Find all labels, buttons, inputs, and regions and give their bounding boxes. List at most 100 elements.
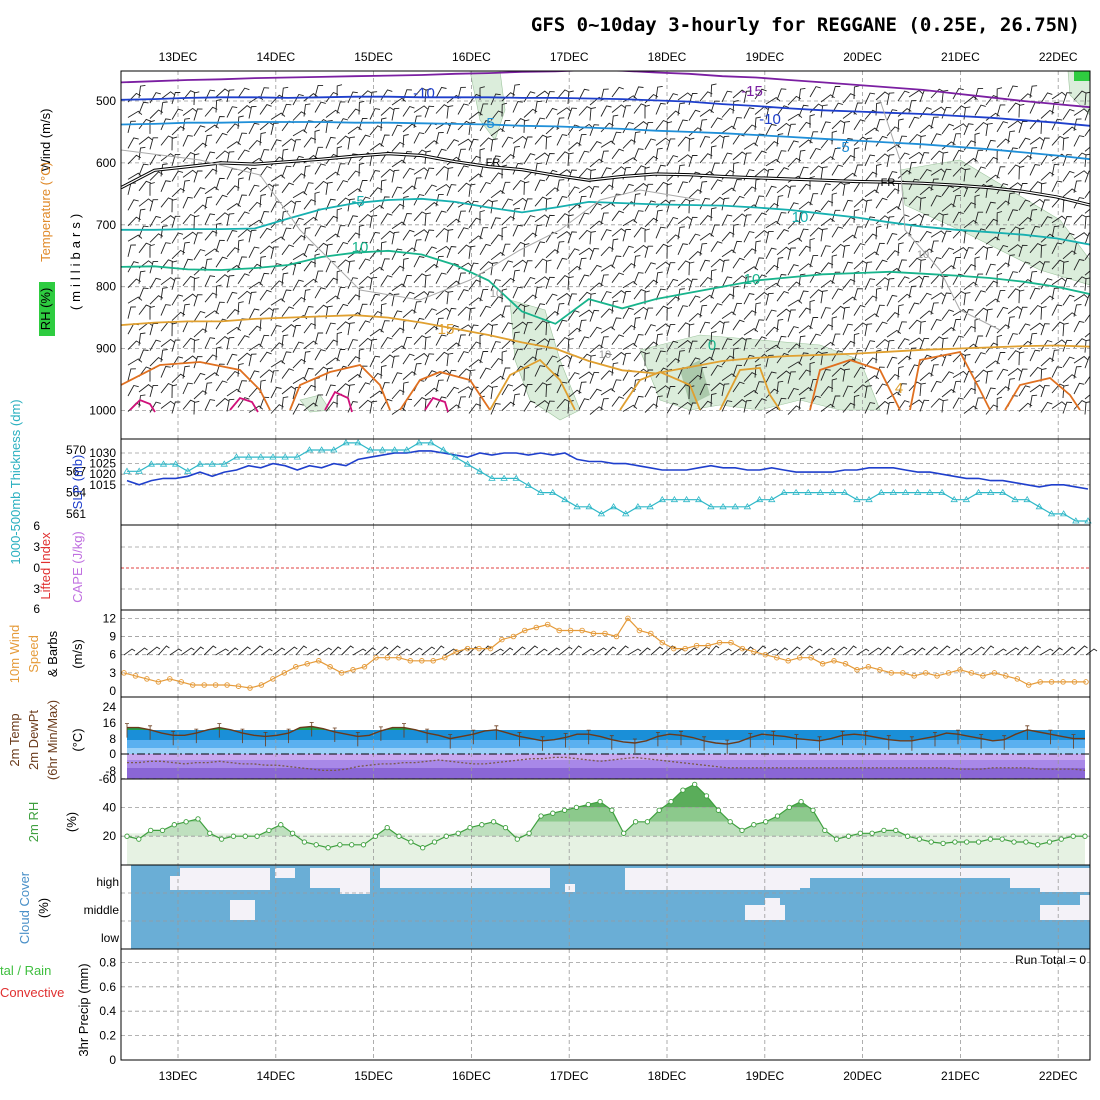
wind-barb (281, 385, 296, 395)
wind-barb (424, 387, 439, 397)
wind-barb (435, 255, 444, 269)
wind-barb (1029, 147, 1038, 160)
wind-barb (490, 279, 501, 291)
wind10-barb (490, 648, 504, 656)
wind-barb (765, 158, 781, 167)
wind10-marker (670, 645, 677, 652)
wind-barb (930, 230, 946, 238)
wind-barb (633, 317, 641, 331)
wind-barb (677, 136, 691, 147)
wind-barb (1084, 294, 1090, 307)
wind10-marker (556, 627, 562, 634)
wind-barb (677, 384, 691, 395)
wind-barb (743, 152, 752, 165)
cloud-level-low: low (101, 931, 119, 945)
isotherm-warm (909, 350, 991, 411)
wind-barb (501, 226, 508, 241)
wind-barb (259, 307, 274, 316)
wind-barb (743, 292, 755, 305)
wind-barb (765, 309, 777, 321)
wind-barb (303, 199, 317, 210)
wind10-barb (536, 648, 548, 656)
thickness-marker (159, 460, 168, 467)
cloud-clear-patch (745, 905, 785, 920)
wind10-barb (1005, 647, 1020, 656)
wind-barb (545, 276, 555, 289)
wind-barb (490, 93, 501, 106)
wind-barb (974, 149, 984, 163)
wind-barb (985, 298, 1000, 307)
wind-barb (325, 91, 339, 103)
wind10-marker (1048, 679, 1055, 685)
wind-barb (270, 360, 286, 368)
wind-barb (633, 148, 644, 161)
wind-barb (380, 134, 390, 147)
minmax-whisker (979, 734, 984, 749)
wind-barb (259, 369, 274, 378)
wind-barb (281, 138, 296, 147)
wind-barb (402, 257, 409, 272)
rh2m-unit-label: (%) (64, 812, 79, 832)
wind-barb (413, 291, 429, 299)
thickness-marker (780, 488, 788, 495)
wind-barb (567, 107, 577, 120)
wind-barb (710, 100, 720, 113)
cloud-clear-patch (565, 884, 575, 892)
wind-barb (556, 303, 565, 316)
wind-barb (270, 174, 286, 182)
wind-barb (468, 386, 479, 399)
wind-barb (710, 196, 725, 206)
wind-barb (875, 339, 890, 348)
wind-barb (908, 285, 917, 299)
wind-barb (314, 129, 320, 144)
wind-barb (831, 333, 841, 346)
cool-band (127, 748, 1085, 754)
wind-barb (985, 370, 993, 384)
wind-barb (1051, 91, 1066, 100)
wind-barb (138, 84, 146, 99)
wind10-barb (158, 645, 170, 656)
rh2m-marker (207, 830, 213, 836)
minmax-whisker (517, 732, 522, 747)
wind-barb (358, 118, 368, 131)
isotherm-label: FR (486, 157, 501, 169)
minmax-whisker (332, 727, 337, 742)
wind-barb (677, 181, 688, 193)
wind-barb (1062, 126, 1077, 136)
rh2m-marker (845, 833, 852, 839)
isotherm-label: -5 (351, 193, 364, 210)
wind-barb (831, 164, 844, 176)
wind-barb (765, 230, 774, 244)
wind-barb (853, 322, 868, 332)
wind-barb (391, 124, 403, 137)
wind-barb (864, 313, 879, 321)
wind-barb (391, 97, 406, 106)
wind-barb (732, 89, 747, 99)
wind-barb (314, 349, 326, 361)
wind-barb (831, 316, 838, 331)
wind-barb (754, 150, 767, 162)
wind-barb (1084, 108, 1090, 121)
wind-barb (820, 352, 828, 366)
wind-barb (897, 259, 907, 272)
minmax-whisker (402, 723, 407, 738)
precip-tick-label: 0.4 (99, 1004, 116, 1018)
wind-barb (237, 166, 252, 176)
wind-barb (534, 303, 546, 315)
wind10-barb (169, 648, 183, 656)
wind-barb (204, 258, 213, 272)
wind-barb (468, 262, 479, 275)
cloud-clear-patch (1040, 905, 1090, 920)
wind-barb (985, 360, 1000, 369)
wind-barb (611, 148, 624, 160)
wind-barb (347, 401, 358, 413)
wind-barb (776, 122, 791, 132)
wind-barb (875, 91, 890, 101)
wind-barb (523, 400, 536, 412)
wind-barb (523, 215, 536, 227)
wind-barb (842, 323, 853, 336)
wind-barb (347, 170, 361, 181)
wind-barb (754, 230, 769, 239)
wind-barb (1051, 242, 1063, 254)
wind-barb (468, 121, 476, 135)
